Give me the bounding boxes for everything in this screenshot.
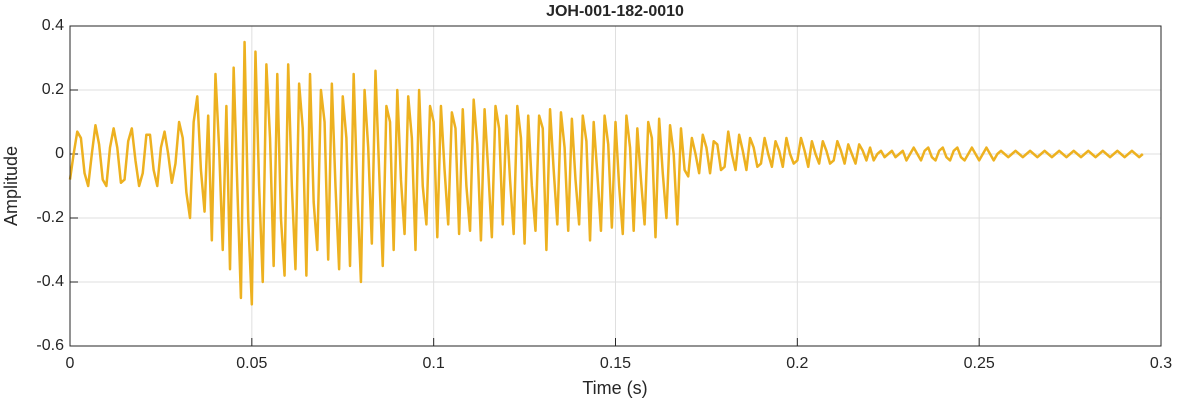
x-tick-label: 0.15 bbox=[600, 355, 631, 372]
y-tick-label: -0.2 bbox=[36, 209, 64, 226]
y-tick-label: 0.2 bbox=[42, 81, 64, 98]
x-tick-label: 0.25 bbox=[964, 355, 995, 372]
x-tick-label: 0.1 bbox=[423, 355, 445, 372]
y-tick-label: -0.6 bbox=[36, 337, 64, 354]
y-tick-label: -0.4 bbox=[36, 273, 64, 290]
x-tick-label: 0.2 bbox=[786, 355, 808, 372]
y-axis-label: Amplitude bbox=[1, 146, 21, 226]
y-tick-label: 0.4 bbox=[42, 17, 64, 34]
x-tick-label: 0.05 bbox=[236, 355, 267, 372]
x-tick-label: 0 bbox=[66, 355, 75, 372]
plot-box bbox=[69, 25, 1162, 347]
chart-title: JOH-001-182-0010 bbox=[546, 3, 684, 20]
waveform-line bbox=[68, 40, 1144, 306]
x-axis-label: Time (s) bbox=[582, 378, 647, 398]
y-tick-label: 0 bbox=[55, 145, 64, 162]
x-tick-label: 0.3 bbox=[1150, 355, 1172, 372]
